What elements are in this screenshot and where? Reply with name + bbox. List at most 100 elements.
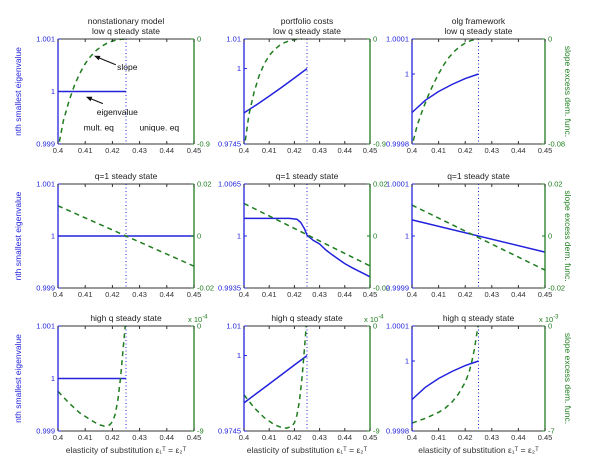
x-tick-label-r3c2: 0.43 xyxy=(312,433,327,442)
x-tick-label-r2c2: 0.4 xyxy=(239,290,249,299)
x-tick-label-r3c1: 0.44 xyxy=(159,433,174,442)
right-tick-label-r1c2: -0.9 xyxy=(373,140,386,149)
x-tick-label-r1c1: 0.42 xyxy=(105,146,120,155)
right-tick-label-r2c3: 0.02 xyxy=(548,180,563,189)
left-tick-label-r2c1: 1 xyxy=(51,232,55,241)
right-tick-label-r2c2: 0.02 xyxy=(373,180,388,189)
right-axis-exponent-r3c1: x 10-4 xyxy=(188,315,208,325)
x-tick-label-r1c3: 0.42 xyxy=(458,146,473,155)
x-tick-label-r1c1: 0.44 xyxy=(159,146,174,155)
eigenvalue-line-r2c3 xyxy=(411,219,546,253)
left-tick-label-r1c3: 1.0001 xyxy=(386,35,409,44)
x-tick-label-r2c2: 0.43 xyxy=(312,290,327,299)
x-tick-label-r2c1: 0.41 xyxy=(78,290,93,299)
x-tick-label-r2c2: 0.41 xyxy=(262,290,277,299)
right-tick-label-r2c2: 0 xyxy=(373,232,377,241)
x-tick-label-r2c1: 0.4 xyxy=(53,290,63,299)
slope-line-r1c3 xyxy=(412,38,479,141)
right-tick-label-r2c2: -0.02 xyxy=(373,284,390,293)
left-tick-label-r1c3: 0.9998 xyxy=(386,140,409,149)
x-tick-label-r1c1: 0.4 xyxy=(53,146,63,155)
annotation-arrow-1-r1c1-head xyxy=(85,96,93,102)
x-tick-label-r3c3: 0.4 xyxy=(407,433,417,442)
right-axis-exponent-r3c2: x 10-4 xyxy=(364,315,384,325)
slope-line-r2c3 xyxy=(411,204,546,271)
right-tick-label-r2c1: -0.02 xyxy=(197,284,214,293)
right-tick-label-r3c2: -9 xyxy=(373,427,380,436)
subplot-title-r1c1: low q steady state xyxy=(92,26,160,36)
x-tick-label-r2c3: 0.44 xyxy=(511,290,526,299)
left-tick-label-r3c3: 0.9998 xyxy=(386,427,409,436)
subplot-title-r1c2: portfolio costs xyxy=(281,16,333,26)
left-tick-label-r1c2: 0.9745 xyxy=(218,140,241,149)
x-tick-label-r1c2: 0.41 xyxy=(262,146,277,155)
x-tick-label-r2c2: 0.44 xyxy=(337,290,352,299)
subplot-title-r1c2: low q steady state xyxy=(273,26,341,36)
x-tick-label-r2c2: 0.42 xyxy=(287,290,302,299)
ylabel-right-r1c3: slope excess dem. func. xyxy=(563,46,573,137)
left-tick-label-r3c2: 1 xyxy=(237,351,241,360)
right-tick-label-r2c1: 0 xyxy=(197,232,201,241)
x-tick-label-r1c3: 0.41 xyxy=(431,146,446,155)
subplot-title-r3c2: high q steady state xyxy=(271,313,343,323)
x-tick-label-r2c3: 0.42 xyxy=(458,290,473,299)
x-tick-label-r1c1: 0.41 xyxy=(78,146,93,155)
x-tick-label-r1c1: 0.45 xyxy=(187,146,202,155)
x-tick-label-r1c3: 0.4 xyxy=(407,146,417,155)
x-tick-label-r3c1: 0.42 xyxy=(105,433,120,442)
annotation-arrow-1-r1c1-shaft xyxy=(91,98,104,105)
right-tick-label-r3c1: 0 xyxy=(197,322,201,331)
ylabel-right-r3c3: slope excess dem. func. xyxy=(563,333,573,424)
x-tick-label-r2c1: 0.43 xyxy=(132,290,147,299)
right-tick-label-r1c1: 0 xyxy=(197,35,201,44)
right-tick-label-r2c1: 0.02 xyxy=(197,180,212,189)
slope-line-r3c1 xyxy=(57,325,126,427)
x-tick-label-r1c2: 0.42 xyxy=(287,146,302,155)
left-tick-label-r3c1: 0.999 xyxy=(36,427,55,436)
left-tick-label-r2c1: 1.001 xyxy=(36,180,55,189)
left-tick-label-r2c3: 0.9999 xyxy=(386,284,409,293)
left-tick-label-r2c3: 1 xyxy=(405,232,409,241)
right-tick-label-r1c3: 0 xyxy=(548,35,552,44)
left-tick-label-r1c2: 1.01 xyxy=(226,35,241,44)
subplot-title-r1c3: low q steady state xyxy=(444,26,512,36)
x-tick-label-r3c3: 0.42 xyxy=(458,433,473,442)
left-tick-label-r3c3: 1.0001 xyxy=(386,322,409,331)
x-tick-label-r3c1: 0.45 xyxy=(187,433,202,442)
x-tick-label-r3c3: 0.43 xyxy=(484,433,499,442)
slope-line-r3c2 xyxy=(243,325,307,429)
subplot-title-r2c2: q=1 steady state xyxy=(276,171,339,181)
subplot-title-r1c3: olg framework xyxy=(452,16,506,26)
subplot-title-r2c3: q=1 steady state xyxy=(447,171,510,181)
ylabel-left-r1c1: nth smallest eigenvalue xyxy=(13,47,23,136)
subplot-title-r1c1: nonstationary model xyxy=(88,16,165,26)
x-tick-label-r3c1: 0.41 xyxy=(78,433,93,442)
x-tick-label-r1c3: 0.44 xyxy=(511,146,526,155)
annotation-arrow-0-r1c1-shaft xyxy=(99,57,117,66)
eigenvalue-line-r3c3 xyxy=(411,360,479,401)
left-tick-label-r1c1: 1 xyxy=(51,87,55,96)
right-tick-label-r1c1: -0.9 xyxy=(197,140,210,149)
right-tick-label-r3c3: 0 xyxy=(548,322,552,331)
x-tick-label-r2c1: 0.44 xyxy=(159,290,174,299)
eigenvalue-line-r1c3 xyxy=(411,73,479,114)
x-tick-label-r1c3: 0.43 xyxy=(484,146,499,155)
right-tick-label-r1c3: -0.08 xyxy=(548,140,565,149)
ylabel-left-r2c1: nth smallest eigenvalue xyxy=(13,191,23,280)
x-tick-label-r3c3: 0.41 xyxy=(431,433,446,442)
annotation-label-r1c1: eigenvalue xyxy=(97,107,138,117)
right-tick-label-r2c3: -0.02 xyxy=(548,284,565,293)
region-label-r1c1: mult. eq xyxy=(84,123,115,133)
slope-line-r2c2 xyxy=(243,202,371,267)
x-tick-label-r3c2: 0.4 xyxy=(239,433,249,442)
x-tick-label-r1c3: 0.45 xyxy=(538,146,553,155)
left-tick-label-r2c2: 0.9935 xyxy=(218,284,241,293)
left-tick-label-r3c2: 1.01 xyxy=(226,322,241,331)
x-tick-label-r1c1: 0.43 xyxy=(132,146,147,155)
ylabel-right-r2c3: slope excess dem. func. xyxy=(563,190,573,281)
left-tick-label-r2c3: 1.0001 xyxy=(386,180,409,189)
annotation-arrow-0-r1c1-head xyxy=(94,55,101,61)
left-tick-label-r1c1: 0.999 xyxy=(36,140,55,149)
